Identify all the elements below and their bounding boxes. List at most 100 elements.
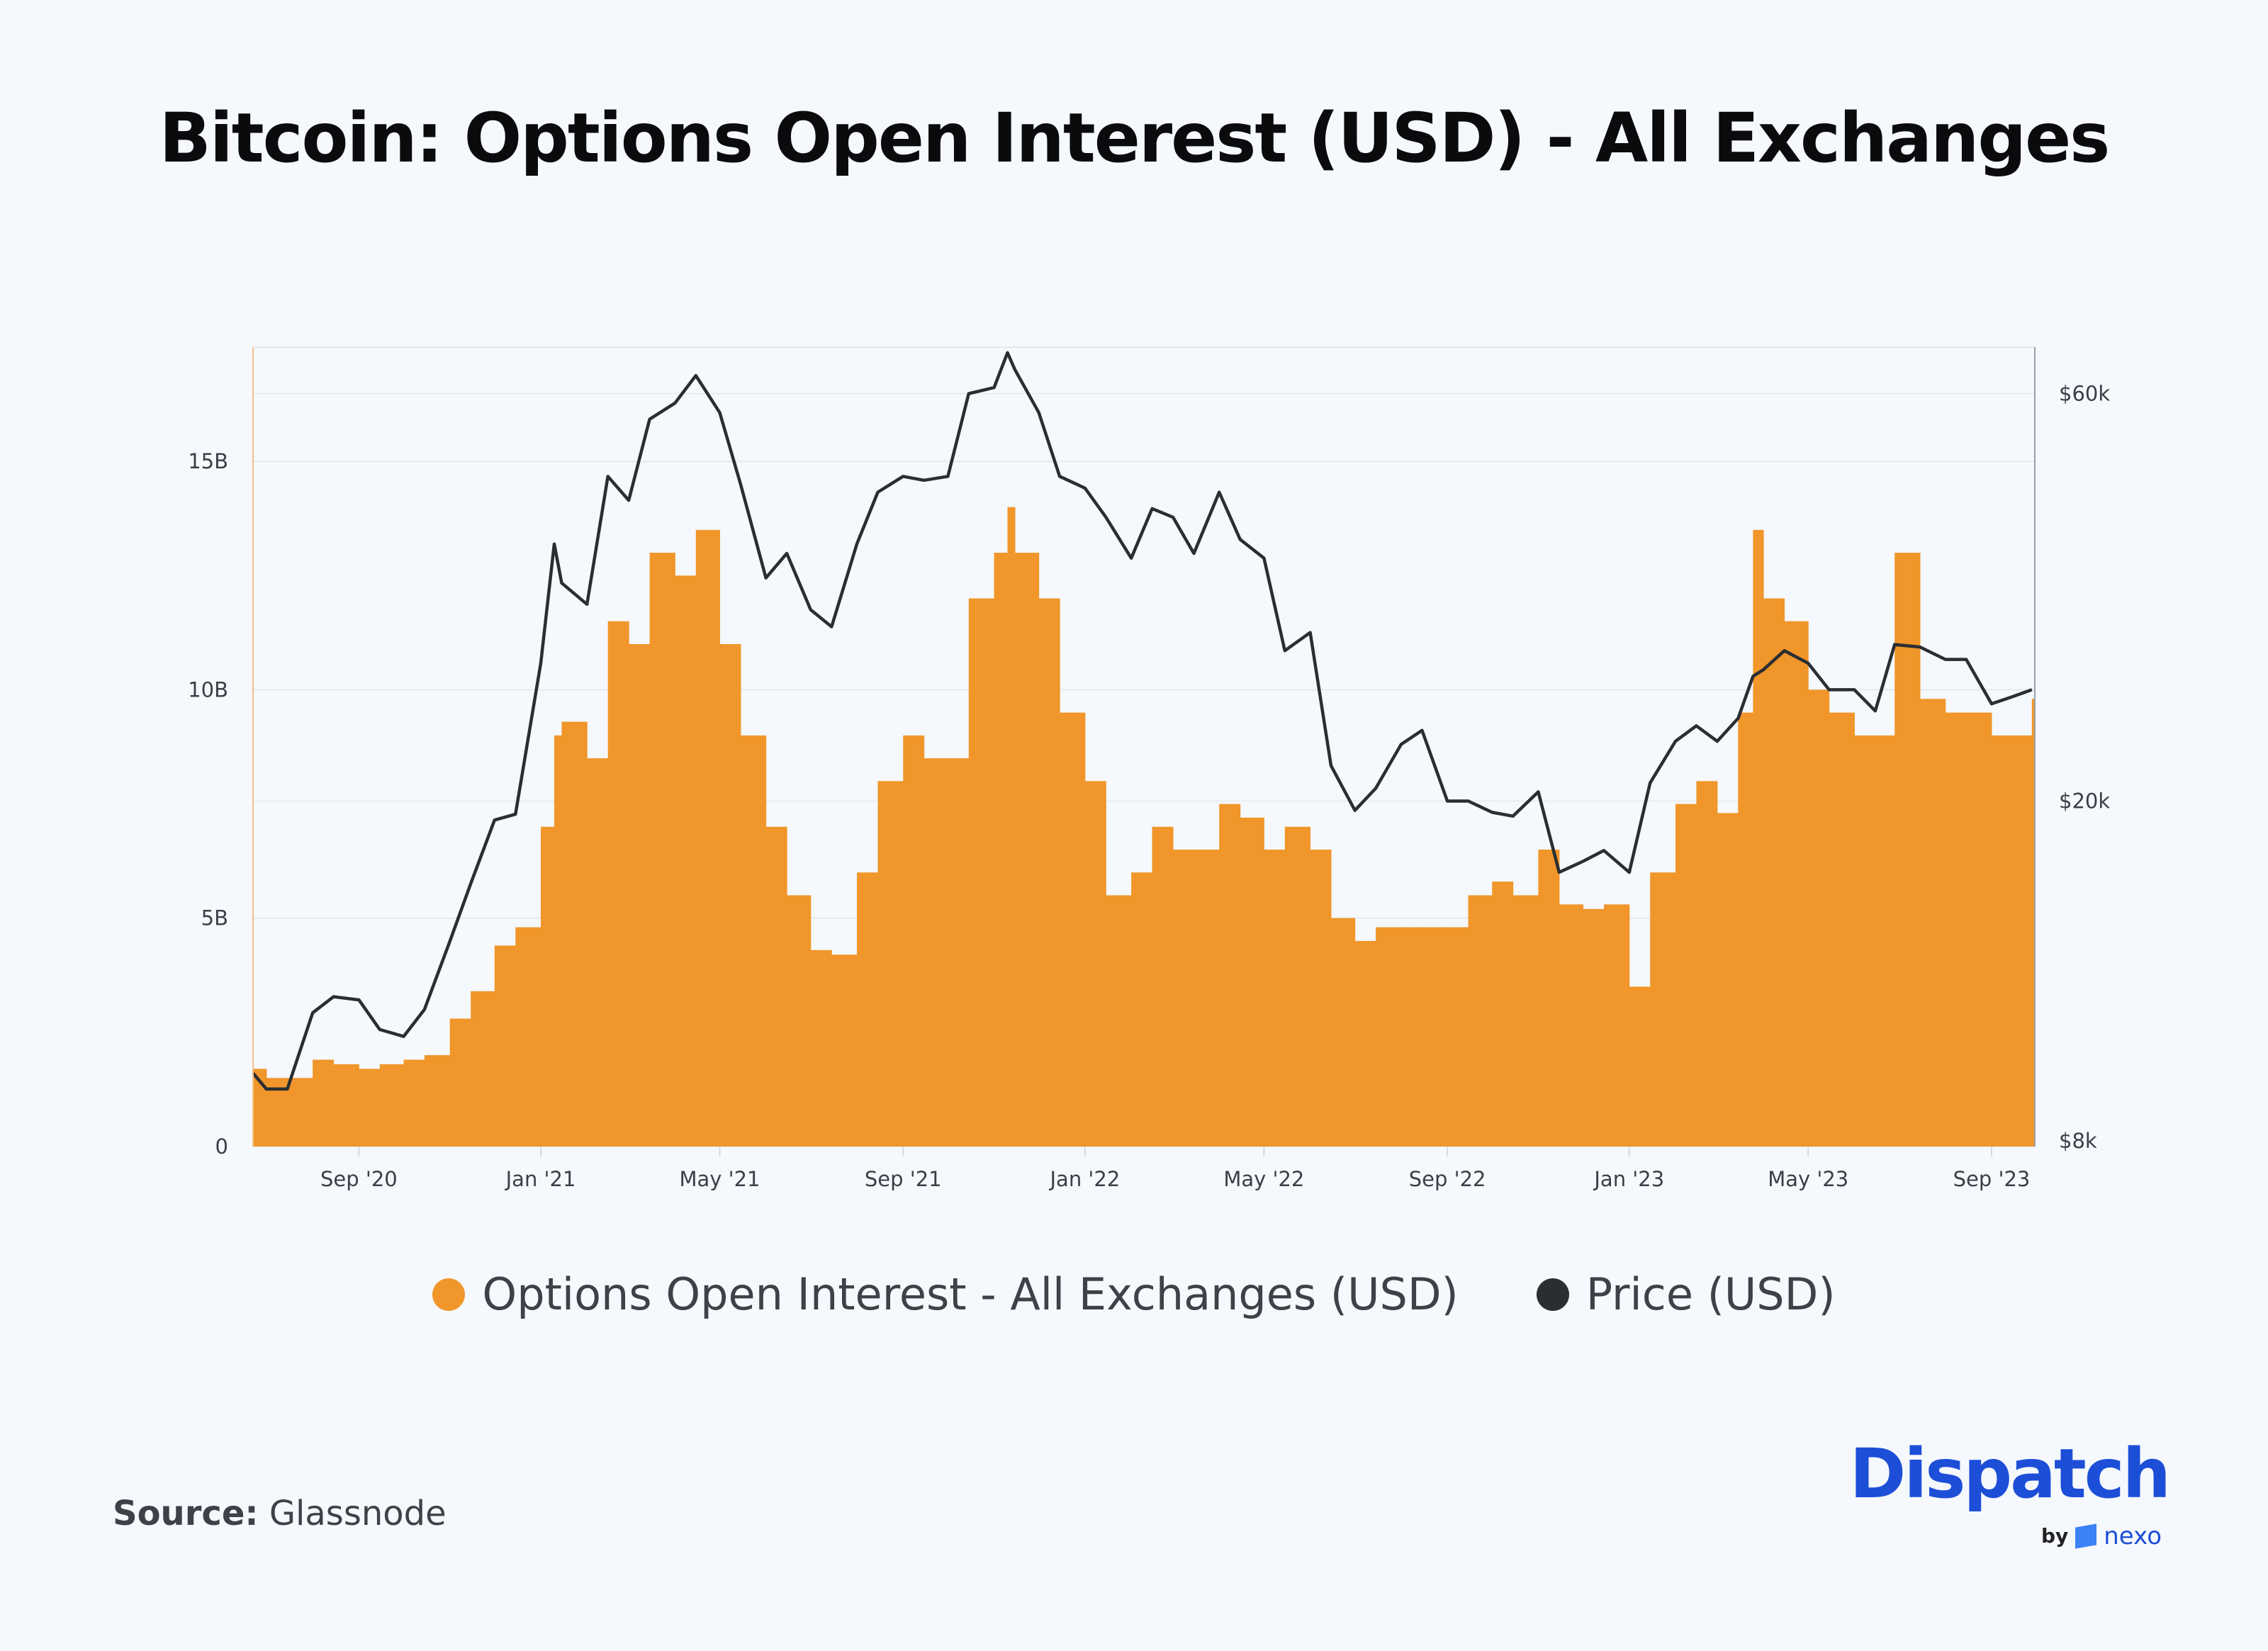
oi-bar (740, 735, 767, 1146)
oi-bar (994, 553, 1009, 1146)
oi-bar (1604, 904, 1630, 1146)
oi-legend-marker (432, 1278, 466, 1312)
oi-bar (333, 1064, 359, 1146)
oi-bar (1152, 826, 1174, 1146)
x-tick-label: Jan '22 (1049, 1167, 1121, 1191)
source-value: Glassnode (269, 1494, 447, 1533)
x-axis: Sep '20 Jan '21 May '21 Sep '21 Jan '22 May '… (320, 1146, 2030, 1191)
logo-byline: by nexo (2041, 1522, 2162, 1550)
oi-bar (1717, 813, 1739, 1146)
oi-bar (449, 1018, 471, 1146)
y-right-tick-label: $8k (2059, 1129, 2097, 1153)
oi-bar (403, 1059, 425, 1146)
oi-bar (1194, 850, 1220, 1146)
chart-title: Bitcoin: Options Open Interest (USD) - A… (159, 98, 2111, 178)
oi-bar (1060, 712, 1086, 1146)
oi-bar (1400, 927, 1422, 1146)
oi-bar (1738, 712, 1753, 1146)
source-note: Source: Glassnode (113, 1494, 447, 1533)
logo-by: by (2040, 1524, 2069, 1548)
oi-bar (1966, 712, 1992, 1146)
oi-bar (1447, 927, 1469, 1146)
y-right-tick-label: $60k (2059, 382, 2110, 406)
oi-bar (607, 621, 629, 1146)
logo-wordmark: Dispatch (1849, 1434, 2171, 1514)
oi-bar (1894, 553, 1921, 1146)
oi-bar (2012, 735, 2033, 1146)
x-tick-label: May '23 (1768, 1167, 1848, 1191)
oi-bar (1696, 781, 1718, 1146)
right-y-axis: $8k $20k $60k (2059, 382, 2110, 1153)
oi-bar (810, 950, 832, 1146)
oi-bar (1422, 927, 1448, 1146)
y-right-tick-label: $20k (2059, 789, 2110, 813)
oi-bar (359, 1069, 381, 1146)
oi-bar (1331, 918, 1356, 1146)
oi-bar (1310, 850, 1332, 1146)
x-tick-label: Sep '20 (320, 1167, 398, 1191)
oi-bar (1829, 712, 1855, 1146)
oi-bar (1131, 872, 1153, 1146)
price-line (252, 351, 2033, 1091)
oi-bar (1808, 689, 1830, 1146)
oi-bar (424, 1055, 451, 1146)
legend-item-oi[interactable]: Options Open Interest - All Exchanges (U… (432, 1268, 1459, 1321)
oi-bar (1945, 712, 1967, 1146)
oi-bar (1875, 735, 1895, 1146)
price-legend-marker (1536, 1278, 1569, 1312)
oi-bar (287, 1078, 313, 1146)
oi-bar (587, 758, 609, 1146)
oi-bar (719, 643, 741, 1146)
oi-bar (1629, 986, 1651, 1146)
x-tick-label: May '21 (679, 1167, 760, 1191)
oi-bar (1583, 908, 1605, 1146)
logo-partner: nexo (2104, 1522, 2162, 1550)
y-left-tick-label: 5B (201, 906, 228, 930)
y-left-tick-label: 15B (188, 449, 228, 473)
oi-bar (903, 735, 925, 1146)
legend-label: Price (USD) (1585, 1268, 1836, 1320)
oi-bar (765, 826, 787, 1146)
x-tick-label: Sep '23 (1953, 1167, 2031, 1191)
oi-bar (1559, 904, 1584, 1146)
x-tick-label: Jan '21 (505, 1167, 576, 1191)
x-tick-label: Sep '22 (1409, 1167, 1486, 1191)
oi-bar (695, 529, 720, 1146)
oi-bar (831, 954, 858, 1146)
oi-bar (1854, 735, 1876, 1146)
oi-bar (313, 1059, 335, 1146)
oi-bar (877, 781, 904, 1146)
nexo-icon (2075, 1523, 2097, 1549)
oi-bar (379, 1064, 404, 1146)
oi-bar (1512, 895, 1539, 1146)
oi-bar (1492, 881, 1514, 1146)
oi-bar (787, 895, 812, 1146)
oi-bar (1468, 895, 1493, 1146)
oi-bar (494, 945, 516, 1146)
oi-bar (629, 643, 651, 1146)
oi-bar (1015, 553, 1040, 1146)
legend-label: Options Open Interest - All Exchanges (U… (482, 1268, 1459, 1320)
oi-bar (1007, 507, 1016, 1146)
oi-bar (1763, 598, 1785, 1146)
oi-bar (1650, 872, 1676, 1146)
oi-bar (1084, 781, 1106, 1146)
oi-bar (948, 758, 970, 1146)
oi-bar (675, 575, 697, 1146)
oi-bar (924, 758, 948, 1146)
x-tick-label: Jan '23 (1593, 1167, 1664, 1191)
legend-item-price[interactable]: Price (USD) (1536, 1268, 1836, 1321)
oi-bar (2031, 699, 2036, 1146)
x-tick-label: May '22 (1223, 1167, 1304, 1191)
oi-bar (649, 553, 675, 1146)
source-label: Source: (113, 1494, 259, 1533)
oi-bar (253, 1069, 267, 1146)
oi-bar (1240, 817, 1264, 1146)
dispatch-logo: Dispatch by nexo (1814, 1434, 2171, 1559)
oi-bar (561, 721, 588, 1146)
oi-bar (541, 826, 555, 1146)
y-left-tick-label: 0 (215, 1134, 228, 1159)
y-left-tick-label: 10B (188, 677, 228, 701)
oi-bar (1675, 804, 1697, 1146)
